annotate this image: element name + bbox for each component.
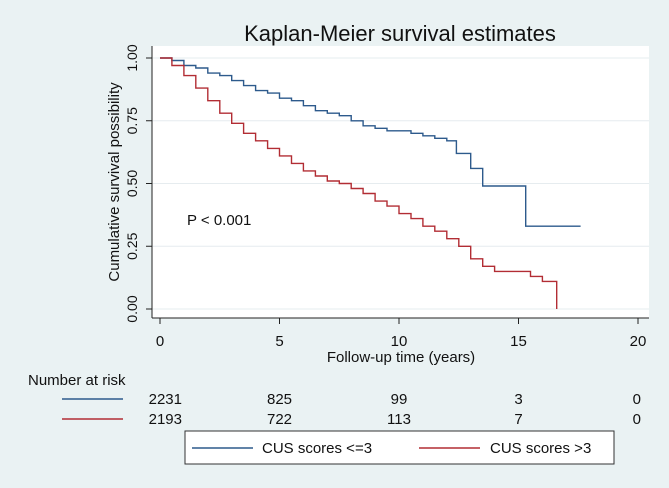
risk-count: 99 [391, 391, 408, 408]
y-tick-label: 1.00 [124, 44, 140, 71]
risk-count: 0 [633, 391, 641, 408]
legend-label-high: CUS scores >3 [490, 440, 591, 457]
p-value-annotation: P < 0.001 [187, 212, 251, 229]
grid-layer [152, 57, 649, 310]
risk-table-label: Number at risk [28, 372, 126, 389]
y-ticks: 0.00 0.25 0.50 0.75 1.00 [124, 44, 152, 323]
legend: CUS scores <=3 CUS scores >3 [184, 430, 615, 465]
risk-count: 2231 [149, 391, 182, 408]
survival-curve-high [160, 57, 558, 309]
x-tick-label: 20 [630, 333, 647, 350]
x-tick-label: 0 [156, 333, 164, 350]
risk-count: 2193 [149, 411, 182, 428]
x-tick-label: 10 [391, 333, 408, 350]
y-tick-label: 0.25 [124, 232, 140, 259]
chart-title: Kaplan-Meier survival estimates [244, 21, 556, 46]
risk-count: 825 [267, 391, 292, 408]
legend-label-low: CUS scores <=3 [262, 440, 372, 457]
y-tick-label: 0.75 [124, 107, 140, 134]
plot-panel [152, 46, 649, 318]
y-tick-label: 0.00 [124, 295, 140, 322]
x-axis-label: Follow-up time (years) [327, 349, 475, 366]
x-tick-label: 5 [275, 333, 283, 350]
x-ticks: 0 5 10 15 20 [156, 318, 647, 350]
risk-count: 7 [514, 411, 522, 428]
risk-count: 3 [514, 391, 522, 408]
risk-table: 2231 825 99 3 0 2193 722 113 7 0 [62, 391, 641, 428]
y-tick-label: 0.50 [124, 170, 140, 197]
legend-box [184, 430, 615, 465]
x-tick-label: 15 [510, 333, 527, 350]
survival-curve-low [160, 57, 581, 227]
risk-count: 722 [267, 411, 292, 428]
risk-count: 113 [387, 411, 411, 428]
risk-count: 0 [633, 411, 641, 428]
series-layer [160, 57, 581, 309]
y-axis-label: Cumulative survival possibility [106, 82, 123, 282]
